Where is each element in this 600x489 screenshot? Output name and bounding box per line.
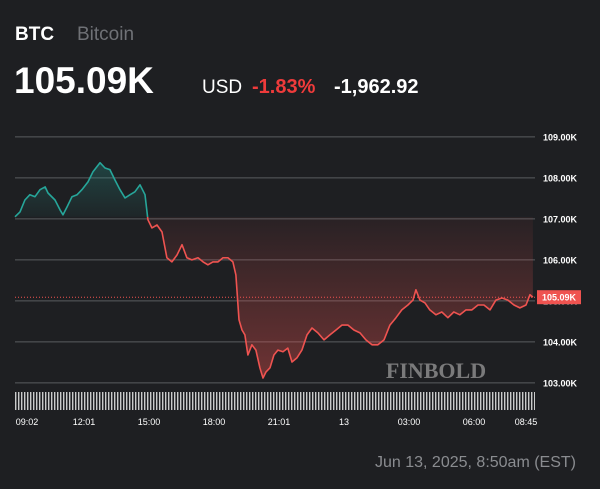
x-tick-label: 08:45 — [515, 417, 538, 427]
price-line — [14, 161, 534, 379]
price-tag-box — [537, 290, 581, 305]
y-tick-label: 104.00K — [543, 337, 578, 347]
price-tag: 105.09K — [542, 293, 577, 303]
x-tick-label: 03:00 — [398, 417, 421, 427]
y-tick-label: 109.00K — [543, 132, 578, 142]
price: 105.09K — [14, 60, 154, 101]
x-tick-label: 09:02 — [16, 417, 39, 427]
y-tick-label: 108.00K — [543, 173, 578, 183]
asset-name: Bitcoin — [77, 24, 134, 45]
y-tick-label: 107.00K — [543, 214, 578, 224]
change-percent: -1.83% — [252, 76, 316, 98]
x-tick-label: 21:01 — [268, 417, 291, 427]
x-tick-label: 18:00 — [203, 417, 226, 427]
symbol: BTC — [15, 24, 54, 45]
y-tick-label: 103.00K — [543, 378, 578, 388]
x-tick-label: 15:00 — [138, 417, 161, 427]
x-tick-label: 12:01 — [73, 417, 96, 427]
x-tick-label: 06:00 — [463, 417, 486, 427]
change-absolute: -1,962.92 — [334, 76, 419, 98]
y-tick-label: 106.00K — [543, 255, 578, 265]
currency: USD — [202, 77, 242, 98]
watermark: FINBOLD — [386, 358, 486, 383]
area — [15, 162, 533, 378]
timestamp: Jun 13, 2025, 8:50am (EST) — [375, 454, 576, 471]
volume-bars — [15, 392, 535, 410]
x-tick-label: 13 — [339, 417, 349, 427]
plot: 103.00K104.00K105.00K106.00K107.00K108.0… — [14, 132, 581, 427]
